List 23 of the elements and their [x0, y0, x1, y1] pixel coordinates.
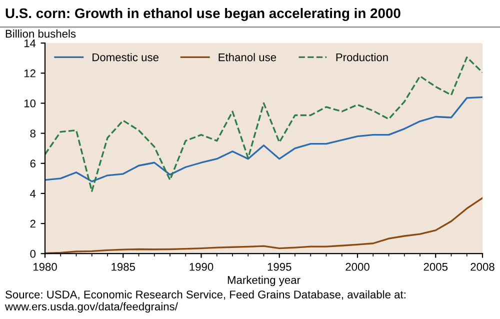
- line-series: [45, 96, 482, 182]
- y-tick-label: 4: [30, 190, 36, 198]
- x-tick-label: 1980: [33, 262, 57, 271]
- x-tick-label: 1995: [268, 262, 292, 271]
- y-tick-label: 8: [30, 130, 36, 138]
- y-tick-label: 6: [30, 160, 36, 168]
- y-tick-label: 12: [24, 69, 36, 78]
- legend-label: Ethanol use: [218, 53, 276, 62]
- y-tick-label: 10: [24, 99, 36, 108]
- chart-title: U.S. corn: Growth in ethanol use began accelerating in 2000: [6, 8, 400, 21]
- x-axis-title: Marketing year: [228, 276, 300, 286]
- x-tick-label: 2005: [424, 262, 448, 271]
- y-tick-label: 2: [30, 220, 36, 228]
- legend-label: Domestic use: [92, 53, 158, 62]
- x-tick-label: 1990: [190, 262, 214, 271]
- legend-label: Production: [336, 53, 388, 62]
- x-tick-label: 2008: [470, 262, 494, 271]
- source-note: Source: USDA, Economic Research Service, Feed Grains Database, available at: www.ers.usda.gov/data/feedgrains/: [4, 290, 406, 313]
- x-tick-label: 2000: [346, 262, 370, 271]
- y-axis-title: Billion bushels: [6, 30, 76, 38]
- y-tick-label: 14: [24, 39, 36, 48]
- x-tick-label: 1985: [112, 262, 136, 271]
- y-tick-label: 0: [30, 250, 36, 258]
